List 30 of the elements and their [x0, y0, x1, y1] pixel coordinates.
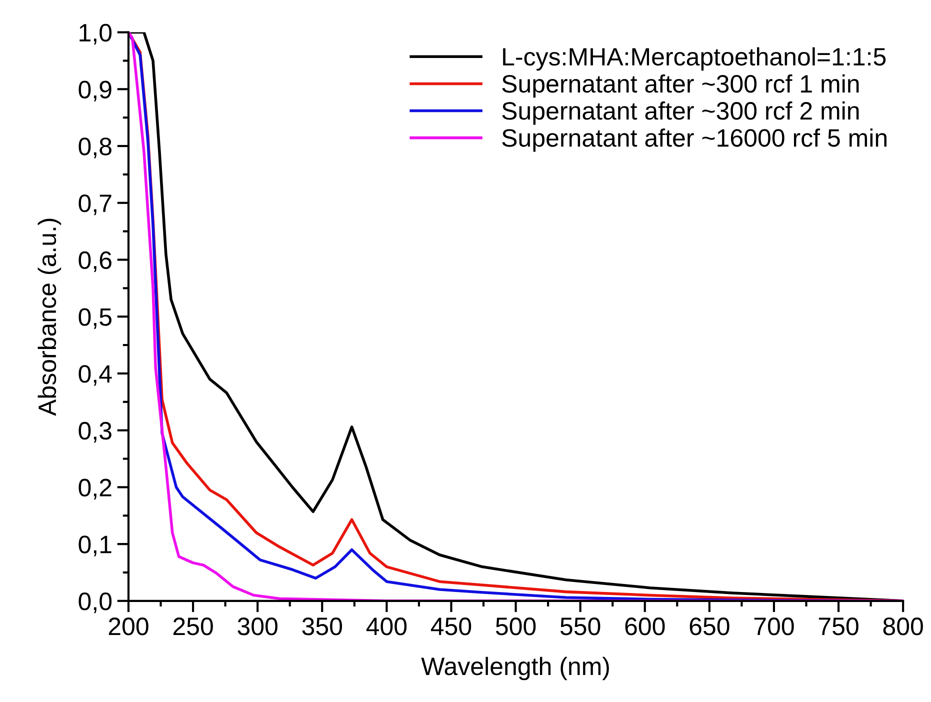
legend-label: Supernatant after ~300 rcf 1 min	[502, 74, 859, 98]
legend-label: Supernatant after ~16000 rcf 5 min	[502, 128, 886, 152]
y-tick-label: 0,5	[78, 308, 112, 329]
y-tick-label: 0,3	[78, 422, 112, 443]
x-tick-label: 750	[818, 618, 858, 636]
x-axis-title: Wavelength (nm)	[421, 656, 609, 680]
legend-label: L-cys:MHA:Mercaptoethanol=1:1:5	[503, 47, 886, 71]
x-tick-label: 500	[496, 618, 536, 636]
y-tick-label: 0,2	[78, 478, 112, 500]
y-tick-label: 0,4	[78, 365, 112, 386]
x-tick-label: 350	[302, 618, 342, 636]
x-tick-label: 250	[173, 618, 213, 636]
x-tick-label: 700	[754, 618, 794, 636]
y-axis-title: Absorbance (a.u.)	[38, 218, 62, 416]
x-tick-label: 600	[625, 618, 665, 636]
x-tick-label: 800	[883, 618, 923, 636]
x-tick-label: 650	[690, 618, 730, 636]
y-tick-label: 1,0	[80, 24, 112, 45]
x-tick-label: 450	[430, 618, 472, 636]
y-tick-label: 0,6	[78, 251, 112, 272]
x-tick-label: 400	[366, 618, 407, 636]
legend-label: Supernatant after ~300 rcf 2 min	[502, 101, 859, 125]
x-tick-label: 300	[238, 618, 278, 636]
y-tick-label: 0,1	[78, 536, 112, 556]
y-tick-label: 0,8	[78, 138, 112, 158]
x-tick-label: 200	[108, 618, 148, 636]
x-tick-label: 550	[560, 618, 600, 636]
y-tick-label: 0,9	[78, 80, 112, 102]
y-tick-label: 0,7	[78, 194, 112, 216]
y-tick-label: 0,0	[78, 592, 112, 614]
